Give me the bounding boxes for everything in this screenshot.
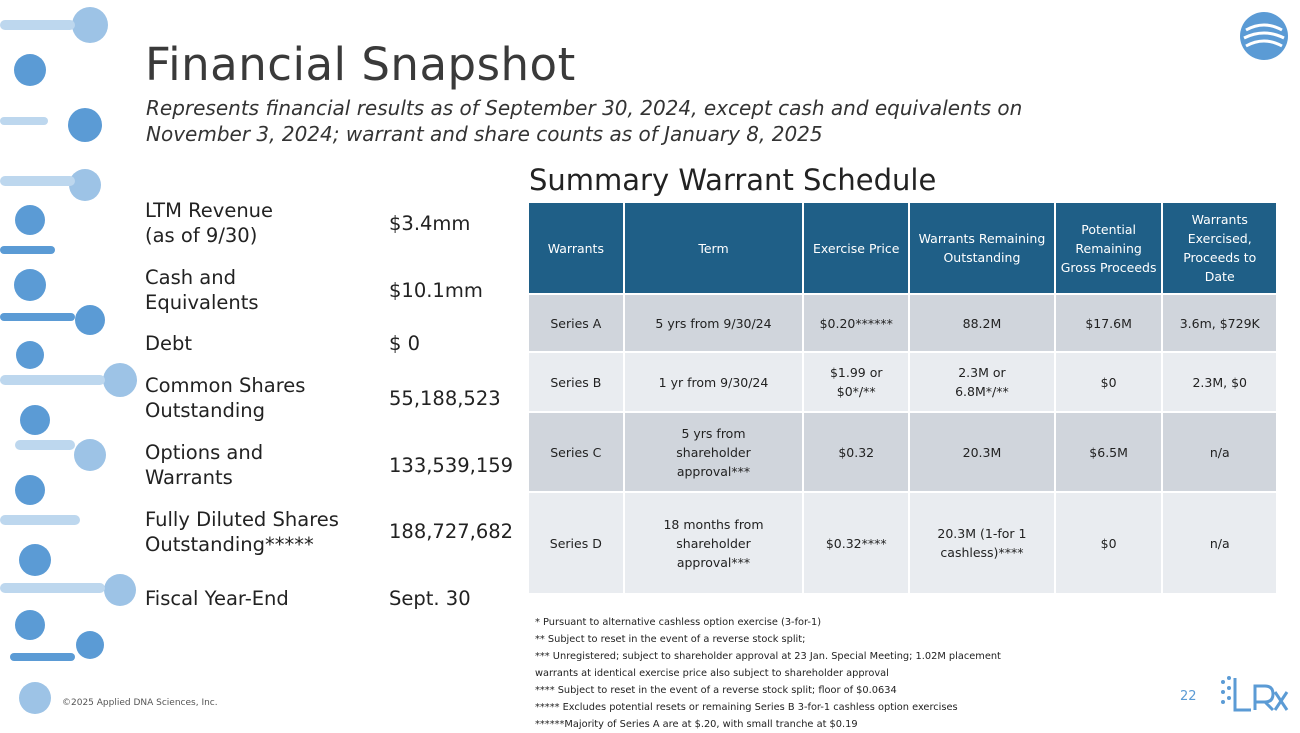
metric-label-line: Warrants (145, 466, 233, 489)
table-cell: $0.20****** (802, 293, 911, 353)
table-cell: 5 yrs from 9/30/24 (622, 293, 805, 353)
decorative-molecule-art (0, 7, 137, 714)
table-cell: Series C (527, 411, 625, 493)
metric-value-options-warrants: 133,539,159 (389, 454, 514, 477)
metric-label-line: Common Shares (145, 374, 306, 397)
table-row: Series D 18 months from shareholder appr… (527, 491, 1278, 595)
table-row: Series C 5 yrs from shareholder approval… (527, 411, 1278, 493)
column-header: Warrants Remaining Outstanding (908, 201, 1056, 295)
footnote: ** Subject to reset in the event of a re… (535, 634, 806, 645)
column-header: Potential Remaining Gross Proceeds (1053, 201, 1164, 295)
metric-value-ltm-revenue: $3.4mm (389, 212, 471, 235)
table-row: Series B 1 yr from 9/30/24 $1.99 or $0*/… (527, 351, 1278, 413)
table-cell: 5 yrs from shareholder approval*** (622, 411, 805, 493)
table-cell: Series A (527, 293, 625, 353)
metric-label-line: Cash and (145, 266, 236, 289)
metric-label-line: Equivalents (145, 291, 259, 314)
metric-label-fully-diluted: Fully Diluted Shares Outstanding***** (145, 507, 339, 557)
table-cell: $6.5M (1053, 411, 1164, 493)
table-cell: 2.3M, $0 (1161, 351, 1278, 413)
table-cell: $0.32 (802, 411, 911, 493)
copyright-notice: ©2025 Applied DNA Sciences, Inc. (62, 698, 218, 708)
table-cell: $17.6M (1053, 293, 1164, 353)
metric-value-fiscal-year-end: Sept. 30 (389, 587, 471, 610)
page-number: 22 (1180, 689, 1197, 704)
column-header: Term (622, 201, 805, 295)
footnote: *** Unregistered; subject to shareholder… (535, 651, 1001, 662)
metric-label-line: Outstanding (145, 399, 265, 422)
metric-label-ltm-revenue: LTM Revenue (as of 9/30) (145, 198, 273, 248)
metric-label-options-warrants: Options and Warrants (145, 440, 263, 490)
table-cell: $0 (1053, 491, 1164, 595)
table-cell: n/a (1161, 411, 1278, 493)
table-cell: Series D (527, 491, 625, 595)
metric-label-common-shares: Common Shares Outstanding (145, 373, 305, 423)
metric-value-fully-diluted: 188,727,682 (389, 520, 514, 543)
table-cell: 20.3M (1-for 1 cashless)**** (908, 491, 1056, 595)
footnote: warrants at identical exercise price als… (535, 668, 889, 679)
metric-value-common-shares: 55,188,523 (389, 387, 501, 410)
subtitle-line-1: Represents financial results as of Septe… (146, 96, 1023, 120)
warrant-schedule-table: Warrants Term Exercise Price Warrants Re… (527, 201, 1278, 595)
metric-label-line: Options and (145, 441, 264, 464)
footnote: **** Subject to reset in the event of a … (535, 685, 897, 696)
metric-label-line: (as of 9/30) (145, 224, 258, 247)
footnote: ******Majority of Series A are at $.20, … (535, 719, 858, 730)
metric-label-cash: Cash and Equivalents (145, 265, 259, 315)
metric-label-line: Debt (145, 332, 193, 355)
column-header: Exercise Price (802, 201, 911, 295)
footnote: ***** Excludes potential resets or remai… (535, 702, 958, 713)
subtitle-line-2: November 3, 2024; warrant and share coun… (146, 122, 823, 146)
table-cell: 1 yr from 9/30/24 (622, 351, 805, 413)
metric-label-line: Fully Diluted Shares (145, 508, 339, 531)
metric-value-debt: $ 0 (389, 332, 421, 355)
table-cell: $1.99 or $0*/** (802, 351, 911, 413)
company-logo-icon (1240, 12, 1288, 60)
metric-label-fiscal-year-end: Fiscal Year-End (145, 586, 289, 611)
page-subtitle: Represents financial results as of Septe… (146, 95, 1086, 147)
table-row: Series A 5 yrs from 9/30/24 $0.20****** … (527, 293, 1278, 353)
warrant-schedule-title: Summary Warrant Schedule (529, 163, 937, 197)
footnotes: * Pursuant to alternative cashless optio… (535, 614, 1095, 733)
metric-label-line: LTM Revenue (145, 199, 274, 222)
table-cell: 88.2M (908, 293, 1056, 353)
footnote: * Pursuant to alternative cashless optio… (535, 617, 822, 628)
table-cell: $0.32**** (802, 491, 911, 595)
table-header-row: Warrants Term Exercise Price Warrants Re… (527, 201, 1278, 295)
table-cell: Series B (527, 351, 625, 413)
table-cell: n/a (1161, 491, 1278, 595)
page-title: Financial Snapshot (145, 38, 576, 91)
metric-value-cash: $10.1mm (389, 279, 483, 302)
table-cell: $0 (1053, 351, 1164, 413)
column-header: Warrants (527, 201, 625, 295)
metric-label-line: Outstanding***** (145, 533, 314, 556)
column-header: Warrants Exercised, Proceeds to Date (1161, 201, 1278, 295)
table-cell: 20.3M (908, 411, 1056, 493)
metric-label-line: Fiscal Year-End (145, 587, 289, 610)
table-cell: 3.6m, $729K (1161, 293, 1278, 353)
lrx-logo-icon (1221, 676, 1289, 712)
metric-label-debt: Debt (145, 331, 192, 356)
table-cell: 2.3M or 6.8M*/** (908, 351, 1056, 413)
table-cell: 18 months from shareholder approval*** (622, 491, 805, 595)
